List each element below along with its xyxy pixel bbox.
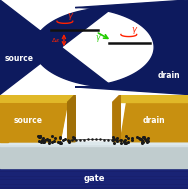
Polygon shape xyxy=(0,142,188,168)
Text: drain: drain xyxy=(158,71,180,80)
Polygon shape xyxy=(75,0,188,94)
Polygon shape xyxy=(0,94,68,142)
Text: $\gamma$: $\gamma$ xyxy=(67,11,74,22)
Text: $\Delta\varepsilon$: $\Delta\varepsilon$ xyxy=(51,36,60,44)
Text: $\gamma$: $\gamma$ xyxy=(131,25,138,36)
Polygon shape xyxy=(0,142,188,146)
Text: $\gamma$: $\gamma$ xyxy=(95,33,102,44)
Polygon shape xyxy=(0,97,75,102)
Text: drain: drain xyxy=(143,116,165,125)
Bar xyxy=(0,168,188,189)
Polygon shape xyxy=(113,94,120,142)
Polygon shape xyxy=(120,94,188,142)
Polygon shape xyxy=(0,94,75,102)
Polygon shape xyxy=(113,94,188,102)
Text: gate: gate xyxy=(83,174,105,183)
Polygon shape xyxy=(0,94,8,102)
Polygon shape xyxy=(0,102,68,142)
Polygon shape xyxy=(68,97,75,142)
Polygon shape xyxy=(0,142,188,144)
Text: source: source xyxy=(4,54,33,63)
Text: source: source xyxy=(14,116,43,125)
Polygon shape xyxy=(68,94,75,142)
Polygon shape xyxy=(0,0,113,94)
Polygon shape xyxy=(0,94,8,142)
